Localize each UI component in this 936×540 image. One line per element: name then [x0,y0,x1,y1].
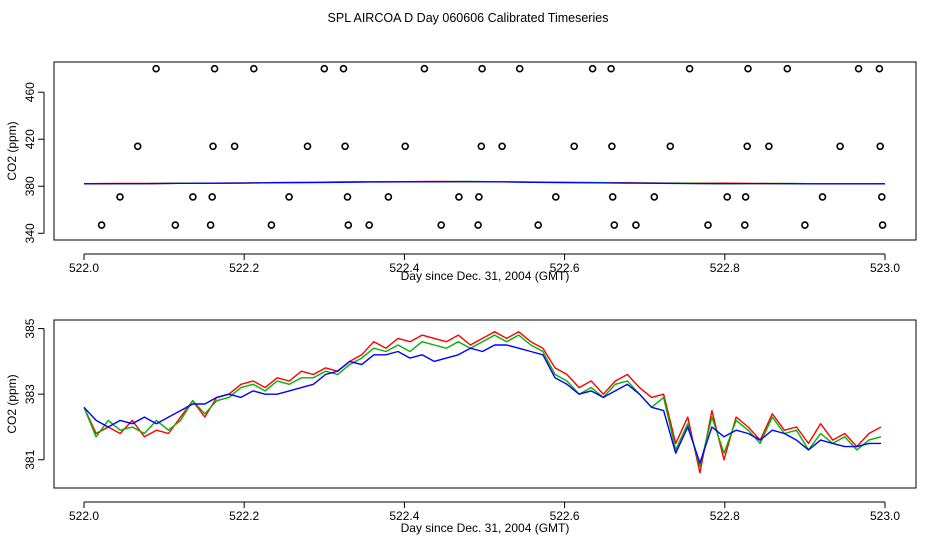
calibration-point [765,142,773,151]
bottom-line-panel: 522.0 522.2 522.4 522.6 522.8 523.0381383385 … [5,318,917,535]
calibration-point [267,221,276,229]
calibration-point [206,221,215,229]
calibration-point [876,142,885,151]
calibration-point [666,142,675,151]
bottom-y-tick-label: 381 [23,449,37,469]
calibration-point [610,221,619,229]
calibration-point [133,142,142,151]
bottom-x-tick-label: 522.4 [389,509,419,523]
bottom-x-tick-label: 522.8 [710,509,740,523]
calibration-point [477,142,486,151]
calibration-point [836,142,844,151]
calibration-point [534,221,543,229]
calibration-point [875,64,884,73]
top-y-axis-label: CO2 (ppm) [5,121,19,180]
calibration-point [723,193,732,201]
top-y-tick-label: 460 [23,82,37,102]
calibration-point [588,64,597,73]
bottom-plot-frame [53,319,917,489]
calibration-point [801,221,809,229]
calibration-point [116,193,124,201]
calibration-point [475,193,483,201]
calibration-point [339,64,348,73]
calibration-point [455,193,463,201]
calibration-point [740,221,749,229]
calibration-point [437,221,446,229]
calibration-point [608,193,617,201]
calibration-point [209,142,217,151]
figure-title: SPL AIRCOA D Day 060606 Calibrated Times… [328,11,609,25]
calibration-point [608,142,616,151]
top-scatter-panel: 522.0 522.2 522.4 522.6 522.8 523.0 340 380 420 4… [5,61,917,283]
calibration-point [607,64,615,73]
calibration-point [97,221,106,229]
calibration-point [341,142,349,151]
calibration-point [208,193,216,201]
top-x-tick-label: 522.0 [69,261,99,275]
calibration-point [189,193,197,201]
calibration-point [515,64,524,73]
calibration-point [401,142,410,151]
calibration-point [420,64,429,73]
calibration-point [741,193,750,201]
top-series-blue [83,181,886,185]
calibration-point [818,193,827,201]
calibration-point [685,64,694,73]
calibration-point [650,193,659,201]
calibration-point [743,142,752,151]
bottom-x-tick-label: 522.2 [229,509,259,523]
top-x-tick-label: 523.0 [870,261,900,275]
calibration-point [384,193,393,201]
top-x-tick-label: 522.8 [710,261,740,275]
calibration-point [250,64,258,73]
calibration-point [632,221,640,229]
bottom-x-tick-label: 522.0 [69,509,99,523]
bottom-y-tick-label: 383 [23,384,37,404]
bottom-x-axis-label: Day since Dec. 31, 2004 (GMT) [401,521,570,535]
top-x-tick-label: 522.2 [229,261,259,275]
calibration-point [478,64,486,73]
calibration-point [878,221,887,229]
top-y-tick-label: 420 [23,129,37,149]
bottom-series-green [83,334,882,467]
top-y-tick-label: 380 [23,176,37,196]
top-x-tick-label: 522.6 [550,261,580,275]
calibration-point [230,142,239,151]
calibration-point [744,64,752,73]
calibration-point [365,221,374,229]
calibration-point [704,221,712,229]
calibration-point [783,64,792,73]
bottom-series-blue [83,344,881,464]
bottom-x-tick-label: 522.6 [550,509,580,523]
calibration-point [320,64,329,73]
calibration-point [210,64,219,73]
calibration-point [854,64,863,73]
top-plot-frame [53,61,917,241]
bottom-series-red [83,331,882,474]
bottom-y-axis-label: CO2 (ppm) [5,374,19,433]
top-x-tick-label: 522.4 [389,261,419,275]
calibration-point [303,142,312,151]
calibration-point [877,193,886,201]
calibration-point [344,221,353,229]
calibration-point [498,142,506,151]
calibration-point [171,221,180,229]
calibration-point [152,64,160,73]
top-y-tick-label: 340 [23,223,37,243]
calibration-point [343,193,352,201]
calibration-point [285,193,293,201]
top-x-axis-label: Day since Dec. 31, 2004 (GMT) [401,269,570,283]
bottom-x-tick-label: 523.0 [870,509,900,523]
calibration-point [551,193,560,201]
calibration-point [474,221,482,229]
bottom-y-tick-label: 385 [23,318,37,338]
calibration-point [570,142,579,151]
